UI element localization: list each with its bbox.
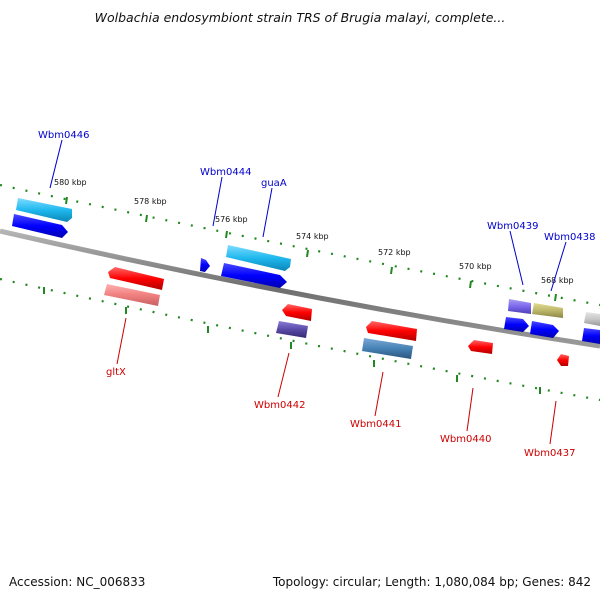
gene-label[interactable]: Wbm0444 (200, 167, 251, 178)
kbp-label: 570 kbp (459, 262, 492, 271)
gene-label[interactable]: Wbm0438 (544, 232, 595, 243)
gene-label[interactable]: gltX (106, 367, 126, 378)
gene-label[interactable]: Wbm0442 (254, 400, 305, 411)
kbp-label: 574 kbp (296, 232, 329, 241)
kbp-label: 568 kbp (541, 276, 574, 285)
gene-label[interactable]: Wbm0440 (440, 434, 491, 445)
gene-arrow[interactable] (104, 284, 160, 306)
gene-arrow[interactable] (282, 304, 312, 321)
gene-arrow[interactable] (366, 321, 417, 341)
kbp-labels: 580 kbp 578 kbp 576 kbp 574 kbp 572 kbp … (54, 178, 574, 285)
gene-arrow[interactable] (557, 354, 569, 366)
gene-label[interactable]: Wbm0439 (487, 221, 538, 232)
gene-arrow[interactable] (530, 321, 559, 338)
genome-backbone (0, 228, 600, 349)
gene-arrow[interactable] (276, 321, 308, 338)
gene-label[interactable]: guaA (261, 178, 287, 189)
forward-genes[interactable] (12, 198, 600, 344)
forward-gene-labels: Wbm0446 Wbm0444 guaA Wbm0439 Wbm0438 (38, 130, 595, 243)
kbp-label: 578 kbp (134, 197, 167, 206)
gene-arrow[interactable] (504, 317, 529, 332)
accession-text: Accession: NC_006833 (9, 575, 146, 589)
map-title: Wolbachia endosymbiont strain TRS of Bru… (94, 10, 506, 25)
kbp-label: 576 kbp (215, 215, 248, 224)
gene-arrow[interactable] (508, 299, 531, 314)
gene-label[interactable]: Wbm0441 (350, 419, 401, 430)
kbp-label: 572 kbp (378, 248, 411, 257)
kbp-label: 580 kbp (54, 178, 87, 187)
gene-arrow[interactable] (226, 245, 291, 271)
reverse-gene-labels: gltX Wbm0442 Wbm0441 Wbm0440 Wbm0437 (106, 367, 575, 459)
gene-arrow[interactable] (221, 263, 287, 288)
gene-arrow[interactable] (108, 267, 164, 290)
lower-major-ticks (43, 287, 541, 394)
gene-leaders (49, 139, 567, 445)
reverse-genes[interactable] (104, 267, 569, 366)
genome-summary-text: Topology: circular; Length: 1,080,084 bp… (272, 575, 591, 589)
gene-arrow[interactable] (12, 214, 68, 238)
gene-arrow[interactable] (584, 312, 600, 326)
gene-arrow[interactable] (582, 328, 600, 344)
gene-arrow[interactable] (532, 303, 563, 318)
gene-label[interactable]: Wbm0446 (38, 130, 89, 141)
gene-arrow[interactable] (362, 338, 413, 359)
lower-scale-track (0, 277, 600, 402)
gene-arrow[interactable] (468, 340, 493, 354)
upper-major-ticks (65, 196, 557, 302)
upper-scale-track (0, 183, 600, 307)
gene-arrow[interactable] (200, 258, 210, 272)
gene-label[interactable]: Wbm0437 (524, 448, 575, 459)
gene-arrow[interactable] (16, 198, 72, 222)
